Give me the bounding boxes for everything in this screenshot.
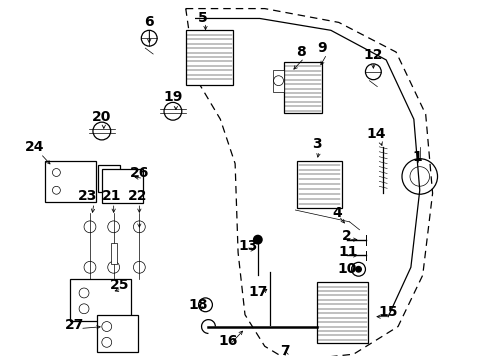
Bar bbox=[272, 70, 284, 91]
Text: 6: 6 bbox=[144, 15, 154, 30]
Text: 25: 25 bbox=[110, 278, 129, 292]
Text: 18: 18 bbox=[188, 298, 208, 312]
Text: 3: 3 bbox=[312, 137, 321, 151]
Text: 7: 7 bbox=[279, 344, 289, 358]
Text: 10: 10 bbox=[336, 262, 356, 276]
Text: 4: 4 bbox=[331, 206, 341, 220]
Text: 5: 5 bbox=[197, 12, 207, 26]
Bar bbox=[185, 30, 233, 85]
Bar bbox=[316, 282, 367, 343]
Bar bbox=[98, 165, 120, 192]
Bar bbox=[44, 161, 96, 202]
Bar bbox=[102, 168, 143, 203]
Text: 12: 12 bbox=[363, 48, 382, 62]
Bar bbox=[284, 62, 322, 113]
Text: 9: 9 bbox=[317, 41, 326, 55]
Bar bbox=[97, 315, 138, 352]
Text: 16: 16 bbox=[218, 334, 237, 348]
Text: 22: 22 bbox=[127, 189, 147, 203]
Text: 2: 2 bbox=[341, 229, 351, 243]
Text: 13: 13 bbox=[238, 239, 257, 253]
Text: 20: 20 bbox=[92, 110, 111, 124]
Text: 23: 23 bbox=[78, 189, 98, 203]
Text: 14: 14 bbox=[366, 127, 386, 141]
Text: 19: 19 bbox=[163, 90, 182, 104]
Bar bbox=[70, 279, 131, 321]
Text: 24: 24 bbox=[25, 140, 44, 154]
Text: 26: 26 bbox=[129, 166, 149, 180]
Text: 1: 1 bbox=[412, 150, 422, 164]
Text: 27: 27 bbox=[64, 318, 83, 332]
Circle shape bbox=[252, 235, 262, 244]
Text: 17: 17 bbox=[247, 285, 267, 299]
Bar bbox=[297, 161, 341, 208]
Text: 15: 15 bbox=[378, 305, 397, 319]
Bar bbox=[110, 243, 117, 264]
Text: 21: 21 bbox=[102, 189, 121, 203]
Text: 8: 8 bbox=[296, 45, 305, 59]
Text: 11: 11 bbox=[338, 246, 358, 260]
Circle shape bbox=[354, 266, 361, 273]
